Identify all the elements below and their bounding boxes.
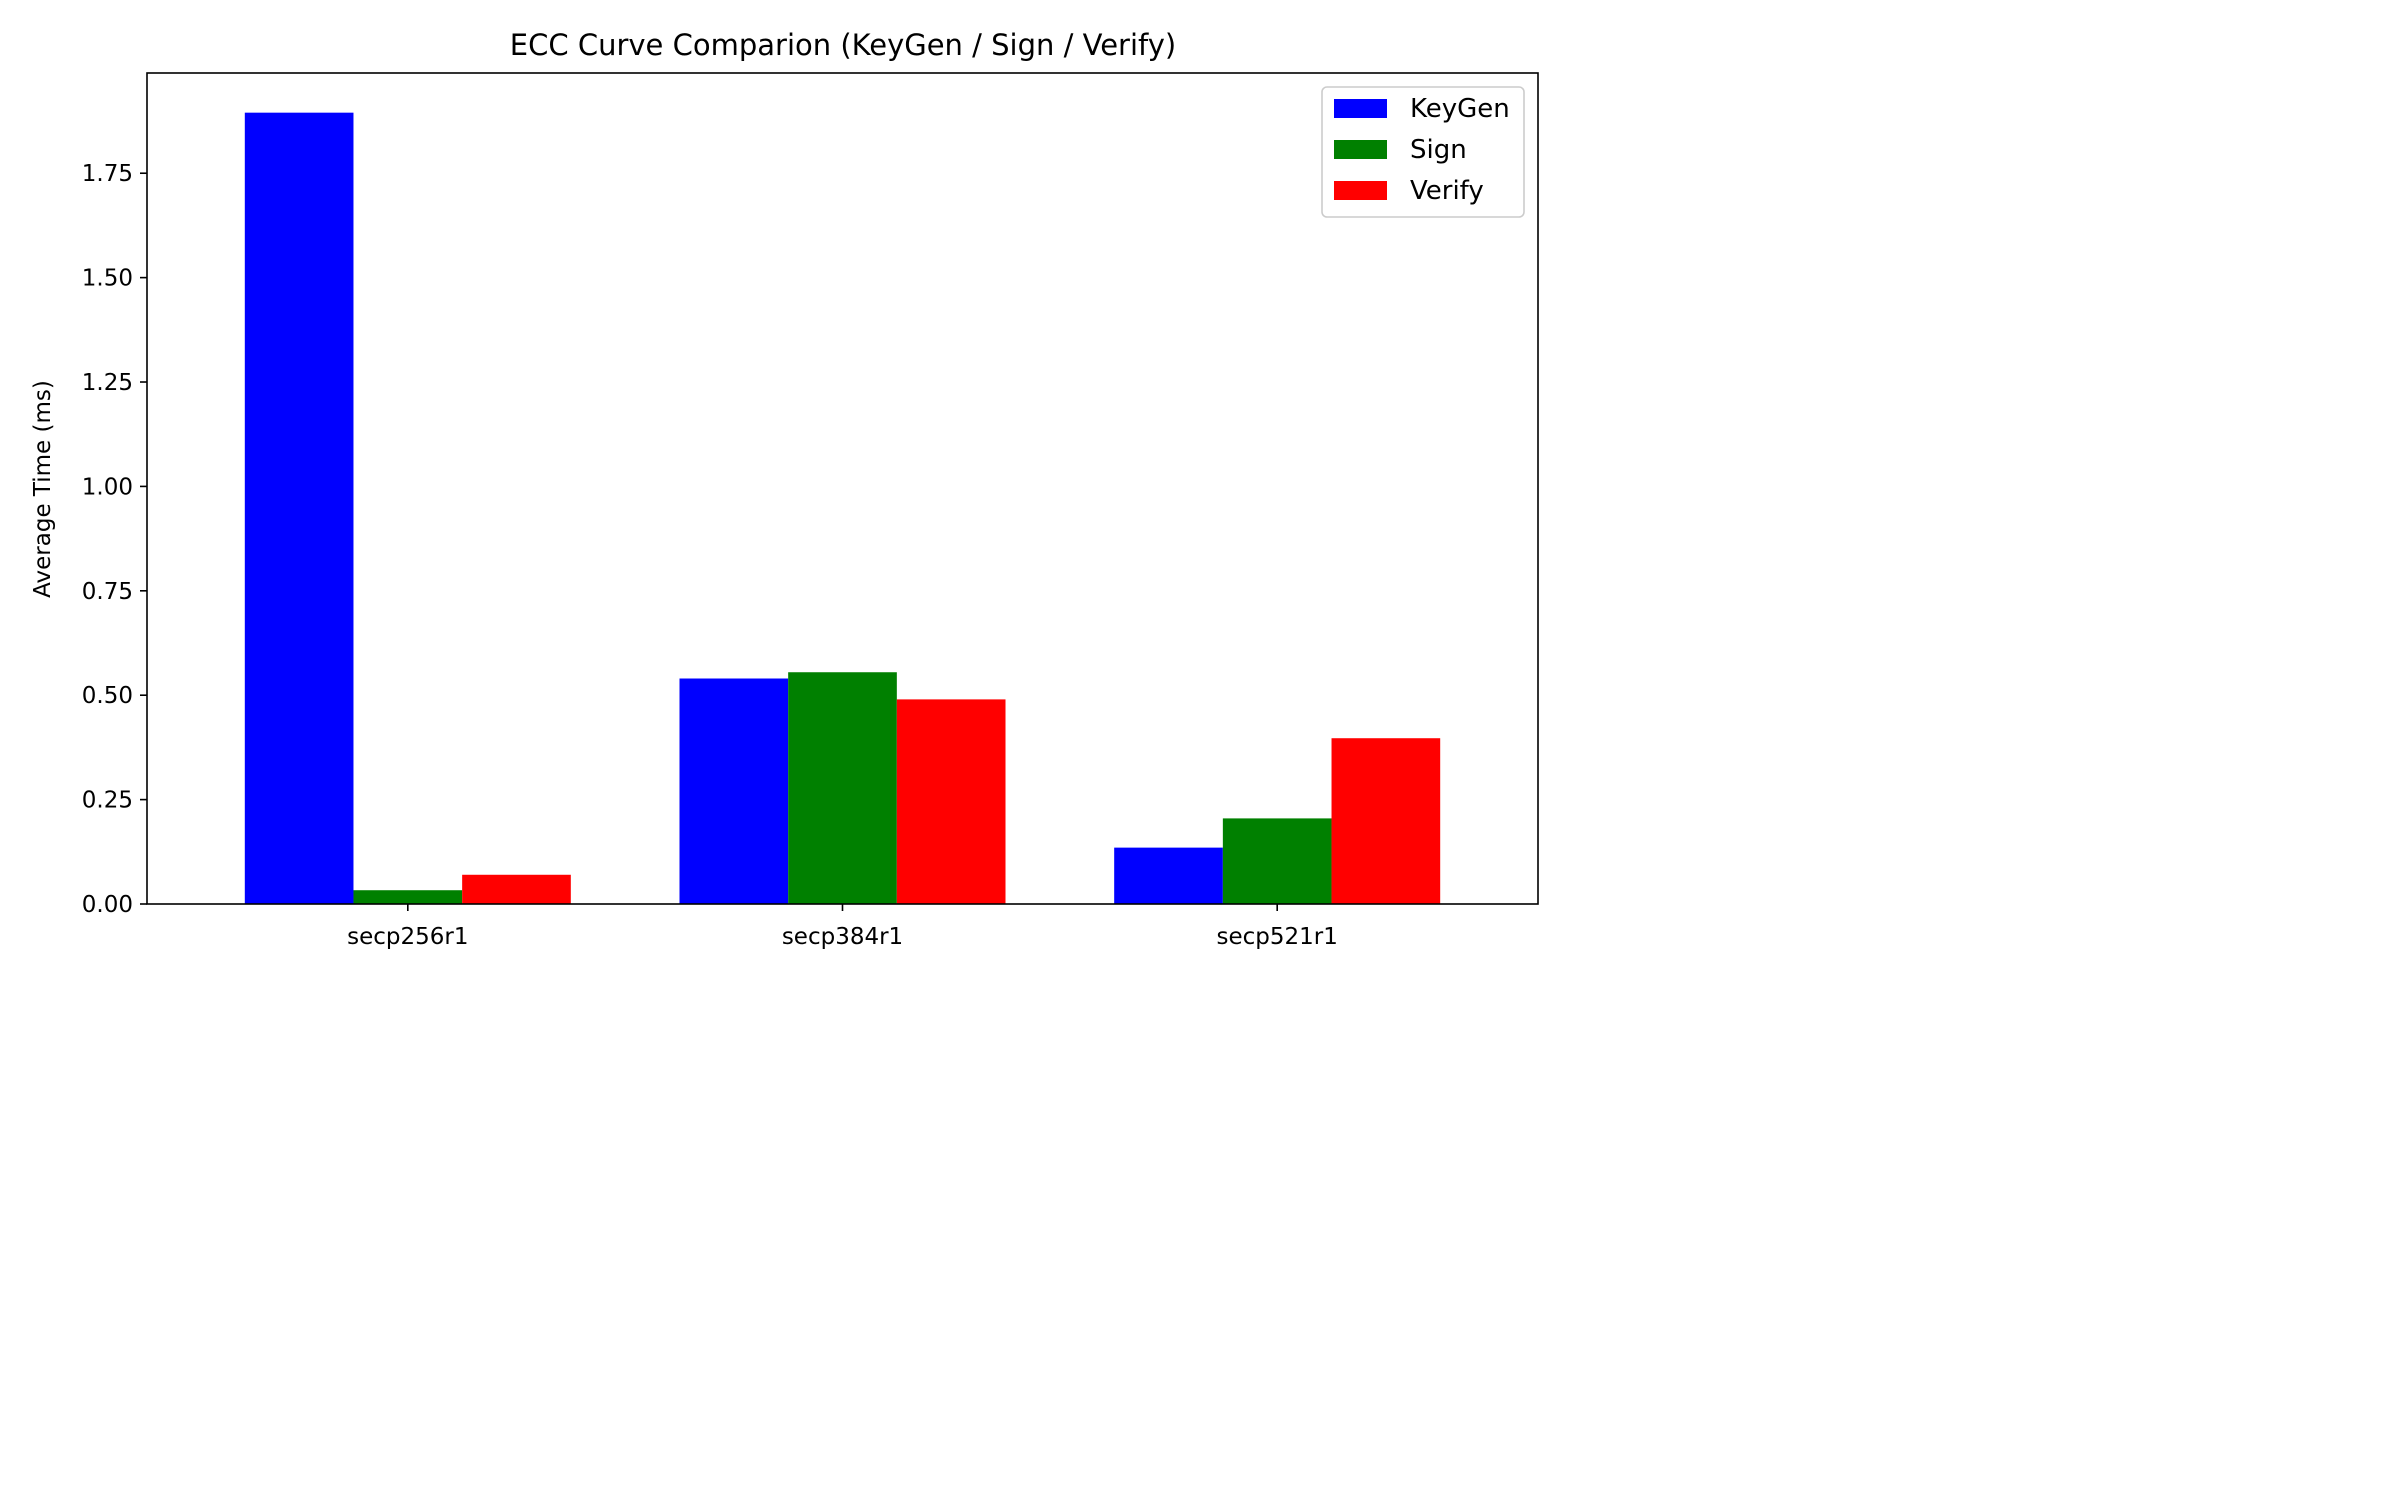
bar-keygen-secp384r1	[679, 678, 789, 904]
bar-chart: ECC Curve Comparion (KeyGen / Sign / Ver…	[0, 0, 1560, 975]
y-axis-label: Average Time (ms)	[30, 380, 56, 598]
y-tick-label: 1.25	[82, 370, 133, 396]
bars	[244, 112, 1441, 905]
legend-swatch-keygen	[1334, 99, 1387, 118]
x-tick-label: secp521r1	[1217, 924, 1338, 950]
y-tick-label: 1.00	[82, 474, 133, 500]
y-tick-label: 0.75	[82, 579, 133, 605]
y-axis-ticks: 0.00 0.25 0.50 0.75 1.00 1.25 1.50 1.75	[82, 161, 147, 918]
x-tick-label: secp384r1	[782, 924, 903, 950]
legend-swatch-verify	[1334, 181, 1387, 200]
bar-verify-secp384r1	[896, 699, 1006, 904]
bar-sign-secp384r1	[788, 672, 897, 904]
x-tick-label: secp256r1	[347, 924, 468, 950]
legend-swatch-sign	[1334, 140, 1387, 159]
y-tick-label: 0.50	[82, 683, 133, 709]
legend-label-verify: Verify	[1410, 176, 1484, 206]
bar-sign-secp256r1	[353, 890, 463, 904]
y-tick-label: 0.25	[82, 788, 133, 814]
y-tick-label: 0.00	[82, 892, 133, 918]
bar-keygen-secp521r1	[1114, 847, 1223, 904]
chart-title: ECC Curve Comparion (KeyGen / Sign / Ver…	[510, 28, 1176, 62]
bar-keygen-secp256r1	[244, 112, 354, 905]
legend-items: KeyGen Sign Verify	[1334, 94, 1510, 206]
y-tick-label: 1.75	[82, 161, 133, 187]
chart-figure: ECC Curve Comparion (KeyGen / Sign / Ver…	[0, 0, 1560, 975]
bar-sign-secp521r1	[1222, 818, 1332, 904]
x-axis-ticks: secp256r1 secp384r1 secp521r1	[347, 904, 1338, 950]
legend: KeyGen Sign Verify	[1321, 86, 1525, 218]
legend-label-sign: Sign	[1410, 135, 1467, 165]
plot-frame	[146, 72, 1539, 905]
y-tick-label: 1.50	[82, 266, 133, 292]
bar-verify-secp256r1	[462, 874, 571, 904]
legend-label-keygen: KeyGen	[1410, 94, 1510, 124]
bar-verify-secp521r1	[1331, 738, 1441, 904]
